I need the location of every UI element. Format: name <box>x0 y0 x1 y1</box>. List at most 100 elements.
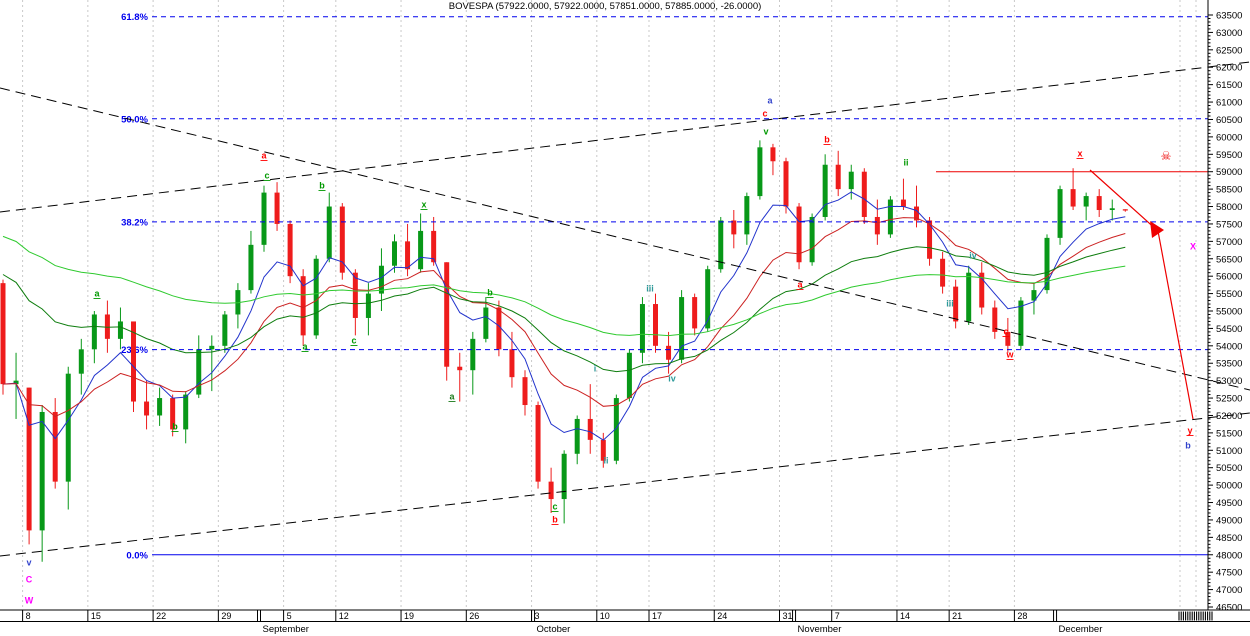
candles <box>0 140 1128 562</box>
wave-label: iii <box>646 284 654 294</box>
y-axis-label: 57000 <box>1216 237 1242 248</box>
y-axis-label: 50500 <box>1216 463 1242 474</box>
candle-body <box>666 345 672 360</box>
week-label: 8 <box>26 611 31 621</box>
candle-body <box>13 380 19 385</box>
moving-averages <box>2 191 1126 441</box>
y-axis-label: 63500 <box>1216 11 1242 22</box>
wave-label: y <box>1187 426 1192 436</box>
candle-body <box>613 398 619 461</box>
wave-label: ii <box>603 456 608 466</box>
wave-label: v <box>26 558 31 568</box>
candle-body <box>731 220 737 235</box>
candle-body <box>600 439 606 461</box>
candle-body <box>1057 189 1063 238</box>
candle-body <box>679 297 685 360</box>
week-label: 3 <box>535 611 540 621</box>
candle-body <box>183 394 189 430</box>
wave-label: a <box>449 392 455 402</box>
fib-label: 38.2% <box>121 217 148 228</box>
week-label: 7 <box>835 611 840 621</box>
candle-body <box>339 206 345 273</box>
month-label: October <box>537 624 571 635</box>
week-label: 28 <box>1017 611 1027 621</box>
y-axis-label: 49000 <box>1216 515 1242 526</box>
candle-body <box>874 216 880 235</box>
candle-body <box>1018 300 1024 346</box>
ma-period-55 <box>2 235 1126 337</box>
week-label: 15 <box>91 611 101 621</box>
wave-label: W <box>25 596 34 606</box>
month-label: November <box>798 624 842 635</box>
wave-label: a <box>261 151 267 161</box>
fibonacci-levels <box>152 16 1208 556</box>
candle-body <box>365 293 371 318</box>
candle-body <box>927 220 933 259</box>
candle-body <box>78 349 84 374</box>
y-axis-label: 59000 <box>1216 167 1242 178</box>
candle-body <box>392 241 397 266</box>
trendline-upper-descending <box>0 87 1250 391</box>
candle-body <box>39 411 45 531</box>
week-label: 19 <box>404 611 414 621</box>
y-axis-label: 53500 <box>1216 359 1242 370</box>
candle-body <box>483 307 489 339</box>
candle-body <box>26 387 32 531</box>
week-label: 31 <box>783 611 793 621</box>
candle-body <box>170 398 176 430</box>
trendline-lower-support <box>0 412 1250 557</box>
y-axis-label: 62000 <box>1216 63 1242 74</box>
candle-body <box>274 192 280 224</box>
candle-body <box>1031 290 1037 301</box>
candle-body <box>705 269 711 329</box>
wave-label: c <box>351 336 356 346</box>
candle-body <box>561 453 567 500</box>
candle-body <box>1109 208 1115 211</box>
wave-label: a <box>767 96 773 106</box>
wave-label: a <box>94 289 100 299</box>
wave-label: b <box>1185 441 1191 451</box>
candle-body <box>587 418 593 440</box>
candle-body <box>418 230 424 270</box>
wave-label: iv <box>969 251 977 261</box>
projection-arrowhead <box>1150 221 1164 238</box>
candle-body <box>914 206 919 221</box>
candle-body <box>405 241 411 270</box>
y-axis-label: 54000 <box>1216 341 1242 352</box>
candle-body <box>522 377 528 406</box>
y-axis-label: 50000 <box>1216 481 1242 492</box>
candle-body <box>718 220 724 270</box>
candle-body <box>809 216 815 263</box>
candle-body <box>313 258 319 336</box>
week-label: 10 <box>600 611 610 621</box>
candle-body <box>900 199 906 207</box>
candle-body <box>848 171 854 190</box>
candle-body <box>940 258 946 287</box>
chart-title: BOVESPA (57922.0000, 57922.0000, 57851.0… <box>448 1 762 12</box>
candle-body <box>65 373 71 482</box>
y-axis: 63500 63000 62500 62000 61500 61000 60500 60000… <box>1207 0 1242 614</box>
ma-period-26 <box>2 246 1126 373</box>
y-axis-label: 52500 <box>1216 394 1242 405</box>
candle-body <box>248 244 254 291</box>
candle-body <box>444 262 450 367</box>
wave-label: c <box>264 171 269 181</box>
candle-body <box>91 314 97 350</box>
trendlines <box>0 61 1250 557</box>
fibonacci-labels: 61.8%50.0%38.2%23.6%0.0% <box>121 12 148 561</box>
wave-label: w <box>1005 350 1014 360</box>
candle-body <box>783 161 789 207</box>
week-label: 17 <box>652 611 662 621</box>
wave-labels: abacbacxabcbiiiiiiivacvabiiiiiivcwxXybvC… <box>25 96 1196 606</box>
wave-label: a <box>302 342 308 352</box>
wave-label: iii <box>946 299 954 309</box>
week-label: 24 <box>717 611 727 621</box>
candle-body <box>287 223 293 277</box>
candle-body <box>0 283 6 385</box>
week-label: 21 <box>952 611 962 621</box>
wave-label: c <box>552 502 557 512</box>
y-axis-label: 55000 <box>1216 307 1242 318</box>
red-annotations: ☠ <box>936 149 1208 420</box>
